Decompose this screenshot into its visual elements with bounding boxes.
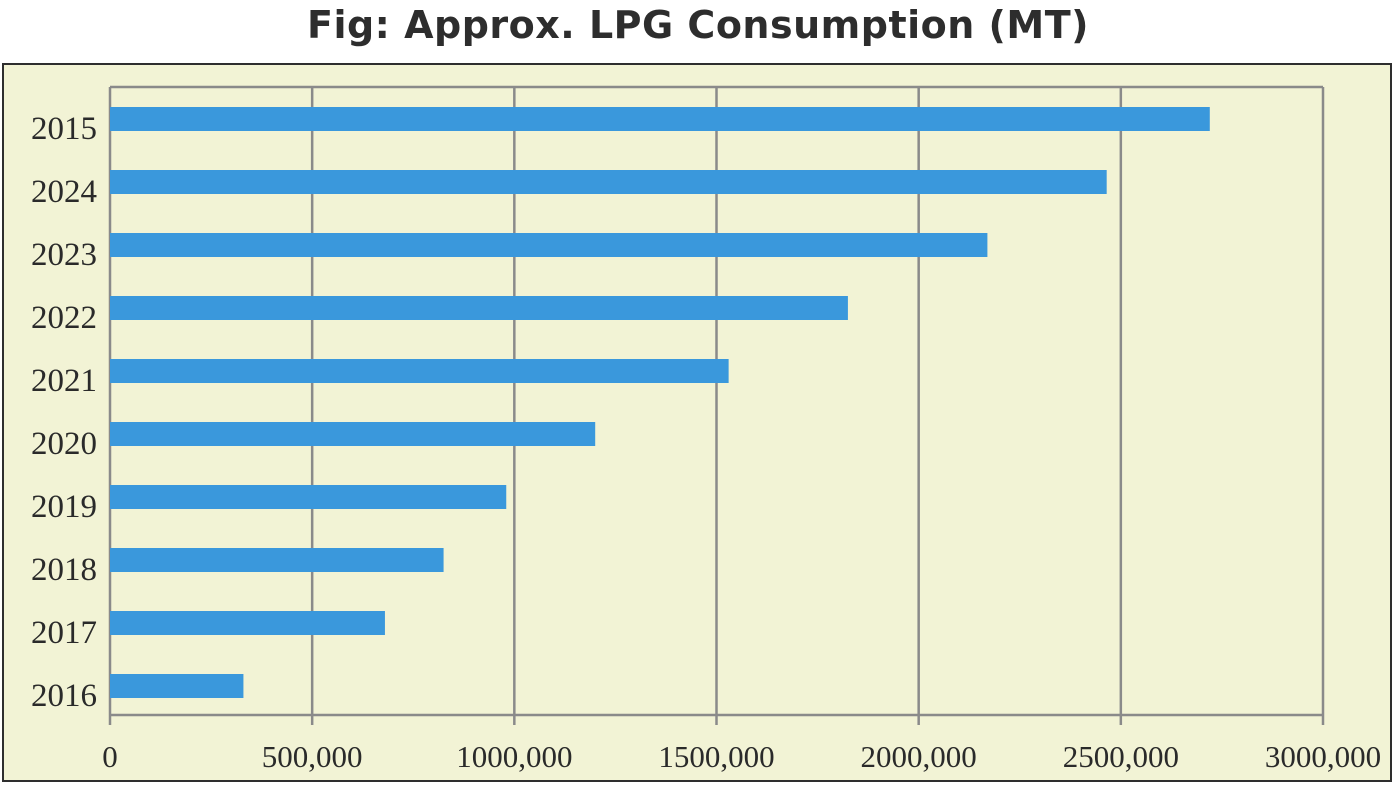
category-label: 2018 (31, 552, 97, 588)
bar-2015 (110, 107, 1210, 131)
bar-2021 (110, 359, 729, 383)
x-tick-label: 2500,000 (1063, 739, 1179, 774)
bar-2022 (110, 296, 848, 320)
category-label: 2015 (31, 111, 97, 147)
x-tick-label: 500,000 (262, 739, 363, 774)
category-label: 2017 (31, 615, 97, 651)
x-tick-label: 2000,000 (861, 739, 977, 774)
category-label: 2023 (31, 237, 97, 273)
category-label: 2022 (31, 300, 97, 336)
x-tick-label: 1000,000 (456, 739, 572, 774)
category-label: 2024 (31, 174, 97, 210)
chart-title: Fig: Approx. LPG Consumption (MT) (307, 3, 1089, 47)
bar-2024 (110, 170, 1107, 194)
bar-2017 (110, 611, 385, 635)
category-label: 2019 (31, 489, 97, 525)
x-tick-label: 0 (102, 739, 118, 774)
bar-2023 (110, 233, 988, 257)
category-label: 2020 (31, 426, 97, 462)
bar-2018 (110, 548, 444, 572)
category-label: 2016 (31, 678, 97, 714)
bar-2016 (110, 674, 244, 698)
bar-2020 (110, 422, 596, 446)
x-tick-label: 3000,000 (1265, 739, 1381, 774)
x-tick-label: 1500,000 (658, 739, 774, 774)
category-label: 2021 (31, 363, 97, 399)
bar-2019 (110, 485, 507, 509)
